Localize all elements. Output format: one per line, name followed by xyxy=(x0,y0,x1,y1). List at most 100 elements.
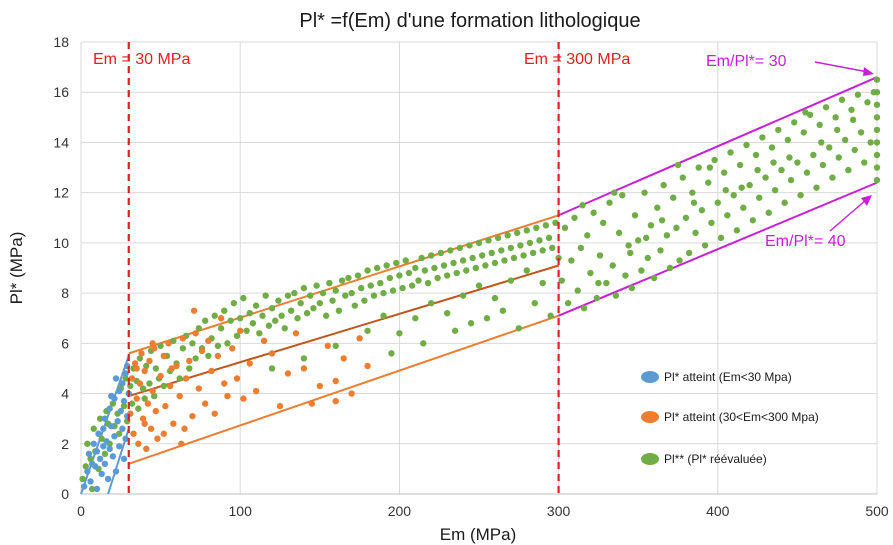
legend-label-blue: Pl* atteint (Em<30 Mpa) xyxy=(664,370,792,384)
data-point xyxy=(738,184,745,191)
data-point xyxy=(90,440,97,447)
data-point xyxy=(771,186,779,194)
data-point xyxy=(514,229,521,237)
data-point xyxy=(463,267,470,274)
data-point xyxy=(754,166,761,174)
data-point xyxy=(873,164,881,171)
data-point xyxy=(670,194,677,201)
data-point xyxy=(268,350,276,357)
data-point xyxy=(765,209,772,216)
data-point xyxy=(117,407,125,415)
trend-line xyxy=(128,264,559,398)
data-point xyxy=(443,310,451,317)
data-point xyxy=(332,342,339,350)
data-point xyxy=(88,485,96,493)
data-point xyxy=(224,340,231,347)
data-point xyxy=(195,385,203,392)
data-point xyxy=(104,475,112,483)
data-point xyxy=(873,76,881,83)
data-point xyxy=(848,106,855,114)
data-point xyxy=(294,315,301,322)
data-point xyxy=(160,382,167,390)
data-point xyxy=(437,249,444,257)
data-point xyxy=(547,312,554,319)
data-point xyxy=(832,114,839,121)
data-point xyxy=(195,325,203,332)
data-points xyxy=(79,76,881,493)
data-point xyxy=(192,355,199,362)
data-point xyxy=(864,99,871,106)
y-tick-label: 4 xyxy=(61,386,69,402)
x-tick-label: 500 xyxy=(865,503,889,519)
data-point xyxy=(412,315,419,322)
data-point xyxy=(642,234,650,242)
y-axis-label: Pl* (MPa) xyxy=(7,232,26,305)
data-point xyxy=(552,219,559,226)
data-point xyxy=(300,284,308,292)
data-point xyxy=(80,483,88,490)
data-point xyxy=(434,274,441,282)
annotation-ratio-40-text: Em/Pl*= 40 xyxy=(765,233,846,250)
data-point xyxy=(517,242,524,249)
data-point xyxy=(472,264,480,272)
trend-line xyxy=(128,314,559,465)
data-point xyxy=(168,365,175,372)
data-point xyxy=(324,342,331,350)
data-point xyxy=(205,337,212,345)
legend-label-green: Pl** (Pl* réévaluée) xyxy=(664,452,767,466)
data-point xyxy=(284,292,292,299)
data-point xyxy=(778,166,785,174)
data-point xyxy=(456,244,464,252)
data-point xyxy=(854,91,862,98)
y-tick-label: 18 xyxy=(53,34,69,50)
data-point xyxy=(237,315,244,322)
data-point xyxy=(561,224,569,232)
data-point xyxy=(628,284,636,292)
data-point xyxy=(558,277,565,284)
data-point xyxy=(252,302,260,309)
data-point xyxy=(313,282,320,289)
data-point xyxy=(418,254,425,262)
data-point xyxy=(447,247,454,254)
data-point xyxy=(679,174,686,181)
data-point xyxy=(114,417,121,425)
data-point xyxy=(87,478,94,485)
data-point xyxy=(149,340,156,347)
data-point xyxy=(170,337,177,345)
data-point xyxy=(584,232,591,239)
data-point xyxy=(770,159,777,166)
data-point xyxy=(143,362,150,370)
data-point xyxy=(98,470,105,478)
data-point xyxy=(189,340,196,347)
data-point xyxy=(873,139,881,146)
data-point xyxy=(101,415,109,422)
x-tick-label: 100 xyxy=(229,503,253,519)
data-point xyxy=(533,224,540,232)
data-point xyxy=(214,342,222,350)
data-point xyxy=(139,415,147,422)
data-point xyxy=(415,277,422,284)
data-point xyxy=(246,310,253,317)
data-point xyxy=(79,475,86,483)
data-point xyxy=(485,237,492,244)
data-point xyxy=(307,292,314,299)
data-point xyxy=(507,277,515,284)
data-point xyxy=(221,380,228,387)
data-point xyxy=(120,402,128,410)
data-point xyxy=(243,327,250,334)
data-point xyxy=(491,259,499,267)
data-point xyxy=(316,382,323,390)
vline-label-em300: Em = 300 MPa xyxy=(524,51,630,68)
data-point xyxy=(857,129,865,136)
data-point xyxy=(867,139,874,146)
data-point xyxy=(599,219,607,226)
data-point xyxy=(838,96,846,103)
data-point xyxy=(96,415,104,422)
data-point xyxy=(361,297,368,304)
data-point xyxy=(412,264,419,272)
data-point xyxy=(95,430,102,437)
data-point xyxy=(606,199,613,206)
data-point xyxy=(755,194,763,201)
data-point xyxy=(711,156,718,164)
annotation-ratio-40: Em/Pl*= 40 xyxy=(765,195,872,250)
